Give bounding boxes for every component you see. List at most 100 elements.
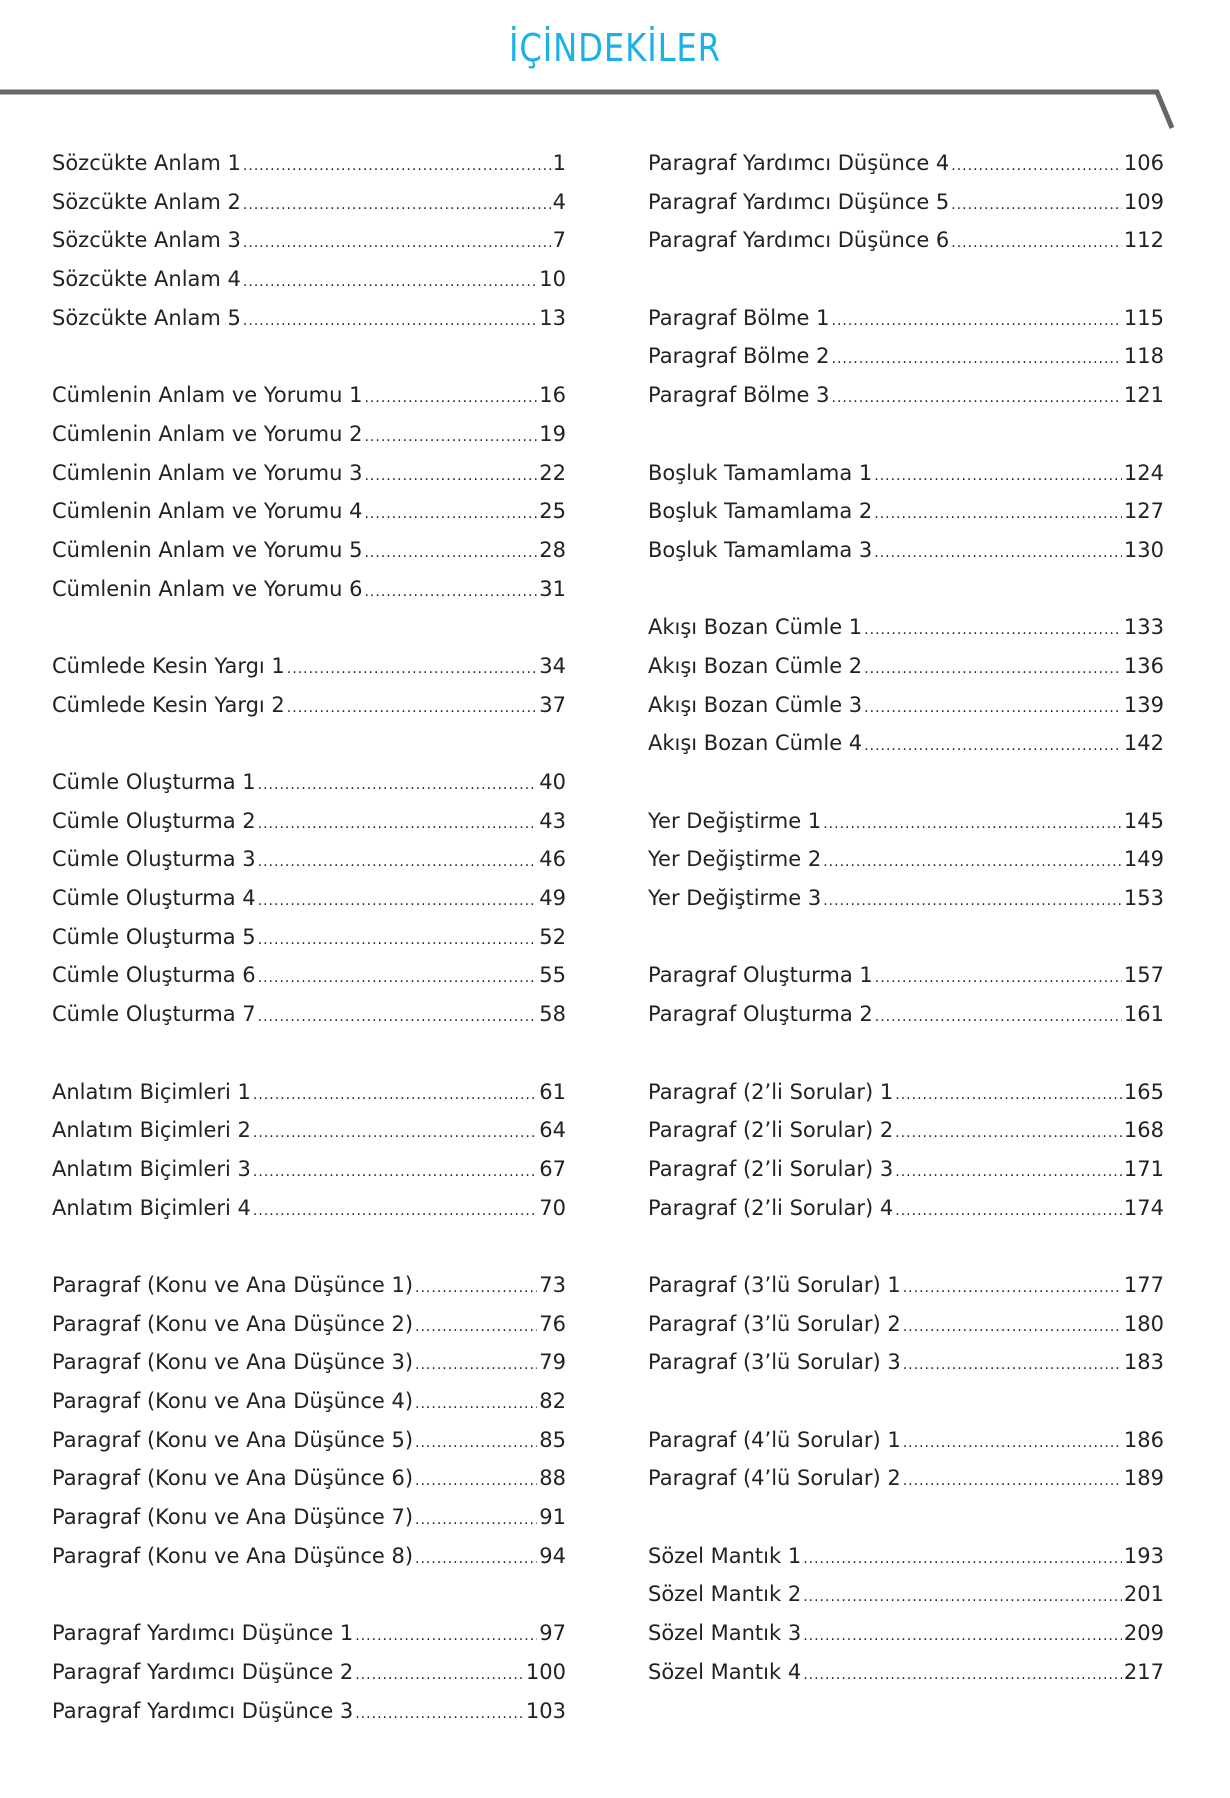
toc-entry-page: 145 <box>1123 808 1164 833</box>
toc-entry-page: 1 <box>552 151 566 175</box>
toc-entry[interactable]: Paragraf (3’lü Sorular) 3 183 <box>648 1343 1164 1382</box>
toc-entry-title: Paragraf Bölme 2 <box>648 344 830 369</box>
toc-entry-page: 186 <box>1123 1427 1164 1452</box>
toc-entry[interactable]: Paragraf (Konu ve Ana Düşünce 7) 91 <box>52 1498 566 1537</box>
toc-entry[interactable]: Anlatım Biçimleri 2 64 <box>52 1111 566 1150</box>
toc-entry[interactable]: Paragraf Bölme 3 121 <box>648 376 1164 415</box>
toc-entry[interactable]: Paragraf Yardımcı Düşünce 1 97 <box>52 1614 566 1653</box>
dot-leader <box>903 1305 1122 1347</box>
toc-entry[interactable]: Akışı Bozan Cümle 1 133 <box>648 608 1164 647</box>
toc-entry[interactable]: Paragraf (Konu ve Ana Düşünce 6) 88 <box>52 1459 566 1498</box>
toc-entry[interactable]: Cümle Oluşturma 4 49 <box>52 879 566 918</box>
toc-entry[interactable]: Paragraf (4’lü Sorular) 2 189 <box>648 1459 1164 1498</box>
toc-entry[interactable]: Sözcükte Anlam 3 7 <box>52 221 566 260</box>
toc-entry[interactable]: Paragraf Yardımcı Düşünce 2 100 <box>52 1653 566 1692</box>
toc-entry[interactable]: Paragraf (Konu ve Ana Düşünce 3) 79 <box>52 1343 566 1382</box>
toc-entry[interactable]: Cümlede Kesin Yargı 2 37 <box>52 686 566 725</box>
toc-entry[interactable]: Cümlenin Anlam ve Yorumu 1 16 <box>52 376 566 415</box>
toc-entry-page: 7 <box>552 228 566 253</box>
toc-entry-page: 25 <box>539 499 566 524</box>
toc-entry-page: 121 <box>1123 383 1164 408</box>
toc-entry[interactable]: Boşluk Tamamlama 1 124 <box>648 454 1164 493</box>
dot-leader <box>832 337 1122 379</box>
toc-entry-page: 115 <box>1123 305 1164 330</box>
toc-entry[interactable]: Paragraf (Konu ve Ana Düşünce 5) 85 <box>52 1421 566 1460</box>
toc-entry[interactable]: Paragraf (2’li Sorular) 3 171 <box>648 1150 1164 1189</box>
dot-leader <box>823 879 1122 921</box>
toc-entry-page: 217 <box>1123 1659 1164 1684</box>
toc-entry[interactable]: Paragraf Yardımcı Düşünce 5 109 <box>648 183 1164 222</box>
toc-entry[interactable]: Cümlenin Anlam ve Yorumu 5 28 <box>52 531 566 570</box>
toc-entry[interactable]: Akışı Bozan Cümle 4 142 <box>648 724 1164 763</box>
toc-entry[interactable]: Sözcükte Anlam 5 13 <box>52 299 566 338</box>
dot-leader <box>864 686 1122 728</box>
toc-entry-page: 112 <box>1123 228 1164 253</box>
toc-entry-title: Paragraf (3’lü Sorular) 3 <box>648 1350 901 1375</box>
toc-entry[interactable]: Yer Değiştirme 1 145 <box>648 802 1164 841</box>
dot-leader <box>258 840 538 882</box>
toc-entry[interactable]: Anlatım Biçimleri 4 70 <box>52 1189 566 1228</box>
toc-entry[interactable]: Boşluk Tamamlama 2 127 <box>648 492 1164 531</box>
toc-entry-page: 157 <box>1123 963 1164 988</box>
toc-entry[interactable]: Sözcükte Anlam 4 10 <box>52 260 566 299</box>
toc-entry[interactable]: Sözcükte Anlam 2 4 <box>52 183 566 222</box>
toc-entry[interactable]: Cümle Oluşturma 1 40 <box>52 763 566 802</box>
toc-entry[interactable]: Paragraf Oluşturma 2 161 <box>648 995 1164 1034</box>
toc-entry[interactable]: Cümle Oluşturma 3 46 <box>52 840 566 879</box>
toc-entry[interactable]: Paragraf (4’lü Sorular) 1 186 <box>648 1421 1164 1460</box>
toc-entry[interactable]: Paragraf Bölme 2 118 <box>648 337 1164 376</box>
toc-entry-page: 103 <box>525 1698 566 1723</box>
toc-entry[interactable]: Paragraf Yardımcı Düşünce 3 103 <box>52 1692 566 1731</box>
dot-leader <box>803 1653 1122 1695</box>
toc-entry[interactable]: Paragraf (2’li Sorular) 1 165 <box>648 1073 1164 1112</box>
toc-entry[interactable]: Cümlenin Anlam ve Yorumu 3 22 <box>52 454 566 493</box>
dot-leader <box>355 1653 524 1695</box>
toc-entry[interactable]: Cümlenin Anlam ve Yorumu 4 25 <box>52 492 566 531</box>
toc-entry-page: 13 <box>539 305 566 330</box>
toc-entry-title: Sözcükte Anlam 1 <box>52 151 241 175</box>
toc-entry[interactable]: Paragraf (2’li Sorular) 4 174 <box>648 1189 1164 1228</box>
dot-leader <box>364 531 537 573</box>
toc-entry[interactable]: Sözel Mantık 1 193 <box>648 1537 1164 1576</box>
toc-entry[interactable]: Paragraf Oluşturma 1 157 <box>648 956 1164 995</box>
toc-entry[interactable]: Akışı Bozan Cümle 3 139 <box>648 686 1164 725</box>
toc-entry[interactable]: Cümle Oluşturma 7 58 <box>52 995 566 1034</box>
toc-entry[interactable]: Paragraf (3’lü Sorular) 1 177 <box>648 1266 1164 1305</box>
toc-entry[interactable]: Boşluk Tamamlama 3 130 <box>648 531 1164 570</box>
toc-entry[interactable]: Cümle Oluşturma 2 43 <box>52 802 566 841</box>
toc-entry[interactable]: Paragraf (Konu ve Ana Düşünce 1) 73 <box>52 1266 566 1305</box>
toc-entry[interactable]: Paragraf (3’lü Sorular) 2 180 <box>648 1305 1164 1344</box>
toc-entry-title: Yer Değiştirme 2 <box>648 847 822 872</box>
toc-entry[interactable]: Yer Değiştirme 3 153 <box>648 879 1164 918</box>
toc-entry[interactable]: Cümlenin Anlam ve Yorumu 6 31 <box>52 570 566 609</box>
toc-entry[interactable]: Cümle Oluşturma 5 52 <box>52 918 566 957</box>
toc-section: Paragraf Yardımcı Düşünce 197Paragraf Ya… <box>52 1614 566 1730</box>
toc-entry[interactable]: Paragraf Yardımcı Düşünce 6 112 <box>648 221 1164 260</box>
toc-entry[interactable]: Paragraf (Konu ve Ana Düşünce 8) 94 <box>52 1537 566 1576</box>
toc-entry-title: Cümle Oluşturma 1 <box>52 770 256 794</box>
toc-entry[interactable]: Sözel Mantık 4 217 <box>648 1653 1164 1692</box>
dot-leader <box>803 1614 1122 1656</box>
toc-entry[interactable]: Sözcükte Anlam 1 1 <box>52 144 566 183</box>
dot-leader <box>364 570 537 612</box>
toc-entry[interactable]: Paragraf (Konu ve Ana Düşünce 2) 76 <box>52 1305 566 1344</box>
toc-entry-page: 177 <box>1123 1272 1164 1297</box>
toc-entry[interactable]: Paragraf Yardımcı Düşünce 4 106 <box>648 144 1164 183</box>
toc-entry-title: Cümlenin Anlam ve Yorumu 6 <box>52 576 363 601</box>
toc-entry[interactable]: Paragraf Bölme 1 115 <box>648 299 1164 338</box>
toc-section: Paragraf (2’li Sorular) 1165Paragraf (2’… <box>648 1073 1164 1228</box>
toc-entry[interactable]: Paragraf (2’li Sorular) 2 168 <box>648 1111 1164 1150</box>
toc-entry[interactable]: Yer Değiştirme 2 149 <box>648 840 1164 879</box>
toc-entry-title: Anlatım Biçimleri 3 <box>52 1156 251 1181</box>
toc-entry[interactable]: Paragraf (Konu ve Ana Düşünce 4) 82 <box>52 1382 566 1421</box>
toc-entry[interactable]: Sözel Mantık 2 201 <box>648 1575 1164 1614</box>
toc-entry[interactable]: Sözel Mantık 3 209 <box>648 1614 1164 1653</box>
toc-entry-title: Paragraf (2’li Sorular) 1 <box>648 1079 894 1104</box>
toc-entry-page: 73 <box>539 1272 566 1297</box>
toc-entry[interactable]: Cümlede Kesin Yargı 1 34 <box>52 647 566 686</box>
toc-entry[interactable]: Cümlenin Anlam ve Yorumu 2 19 <box>52 415 566 454</box>
toc-entry[interactable]: Anlatım Biçimleri 1 61 <box>52 1073 566 1112</box>
toc-entry[interactable]: Cümle Oluşturma 6 55 <box>52 956 566 995</box>
toc-entry[interactable]: Anlatım Biçimleri 3 67 <box>52 1150 566 1189</box>
toc-entry[interactable]: Akışı Bozan Cümle 2 136 <box>648 647 1164 686</box>
